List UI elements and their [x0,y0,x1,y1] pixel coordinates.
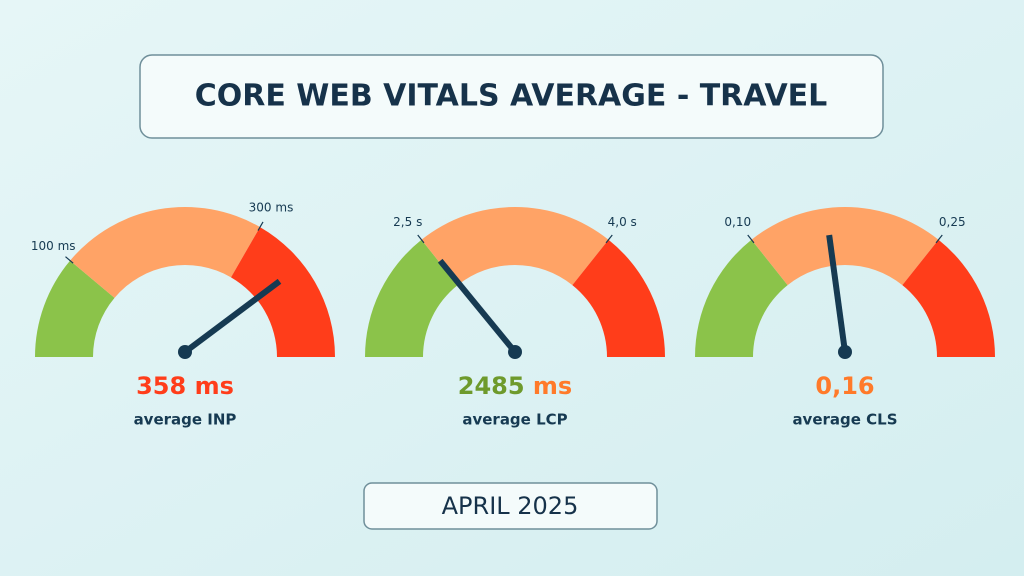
tick-label: 4,0 s [608,215,637,229]
tick-label: 0,10 [724,215,751,229]
gauge-caption: average CLS [792,411,897,429]
value-unit: ms [533,372,572,400]
gauge-segment [231,227,335,357]
needle-hub [178,345,192,359]
needle [437,258,518,354]
tick-label: 2,5 s [393,215,422,229]
title-box [139,54,884,139]
gauge-segment [365,239,458,357]
tick-mark [935,234,943,244]
gauge-segment [695,239,788,357]
gauge-caption: average LCP [462,411,567,429]
value-label: 2485 ms [458,372,572,400]
tick-label: 0,25 [939,215,966,229]
needle-hub [838,345,852,359]
date: APRIL 2025 [442,492,579,520]
tick-mark [417,234,425,244]
needle [183,278,282,355]
value-number: 2485 [458,372,525,400]
tick-label: 300 ms [249,201,294,215]
tick-label: 100 ms [31,239,76,253]
tick-mark [747,234,755,244]
gauge-segment [572,239,665,357]
value-number: 0,16 [815,372,874,400]
gauge-segment [35,260,115,357]
date-box [363,482,658,530]
needle-hub [508,345,522,359]
value-label: 358 ms [136,372,234,400]
title: CORE WEB VITALS AVERAGE - TRAVEL [195,79,828,114]
gauge-segment [751,206,939,286]
tick-mark [65,256,74,264]
tick-mark [605,234,613,244]
gauge-caption: average INP [134,411,237,429]
value-unit: ms [195,372,234,400]
tick-mark [257,221,264,231]
gauge-segment [902,239,995,357]
gauge-segment [421,207,609,286]
value-number: 358 [136,372,186,400]
value-label: 0,16 [815,372,874,400]
gauge-segment [70,207,261,298]
needle [826,234,848,353]
